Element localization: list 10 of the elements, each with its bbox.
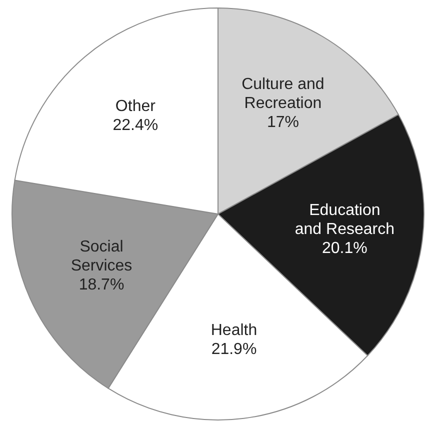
data-label: 17% bbox=[266, 114, 299, 132]
data-label: 21.9% bbox=[211, 341, 257, 358]
slice-label: Social Services bbox=[70, 238, 132, 275]
data-label: 18.7% bbox=[78, 276, 124, 294]
data-label: 20.1% bbox=[322, 240, 368, 258]
data-label: 22.4% bbox=[112, 117, 158, 134]
slice-label: Health bbox=[210, 322, 258, 340]
slice-label: Education and Research bbox=[294, 202, 394, 238]
slice-label: Culture and Recreation bbox=[242, 76, 324, 112]
slice-label: Other bbox=[115, 98, 156, 116]
